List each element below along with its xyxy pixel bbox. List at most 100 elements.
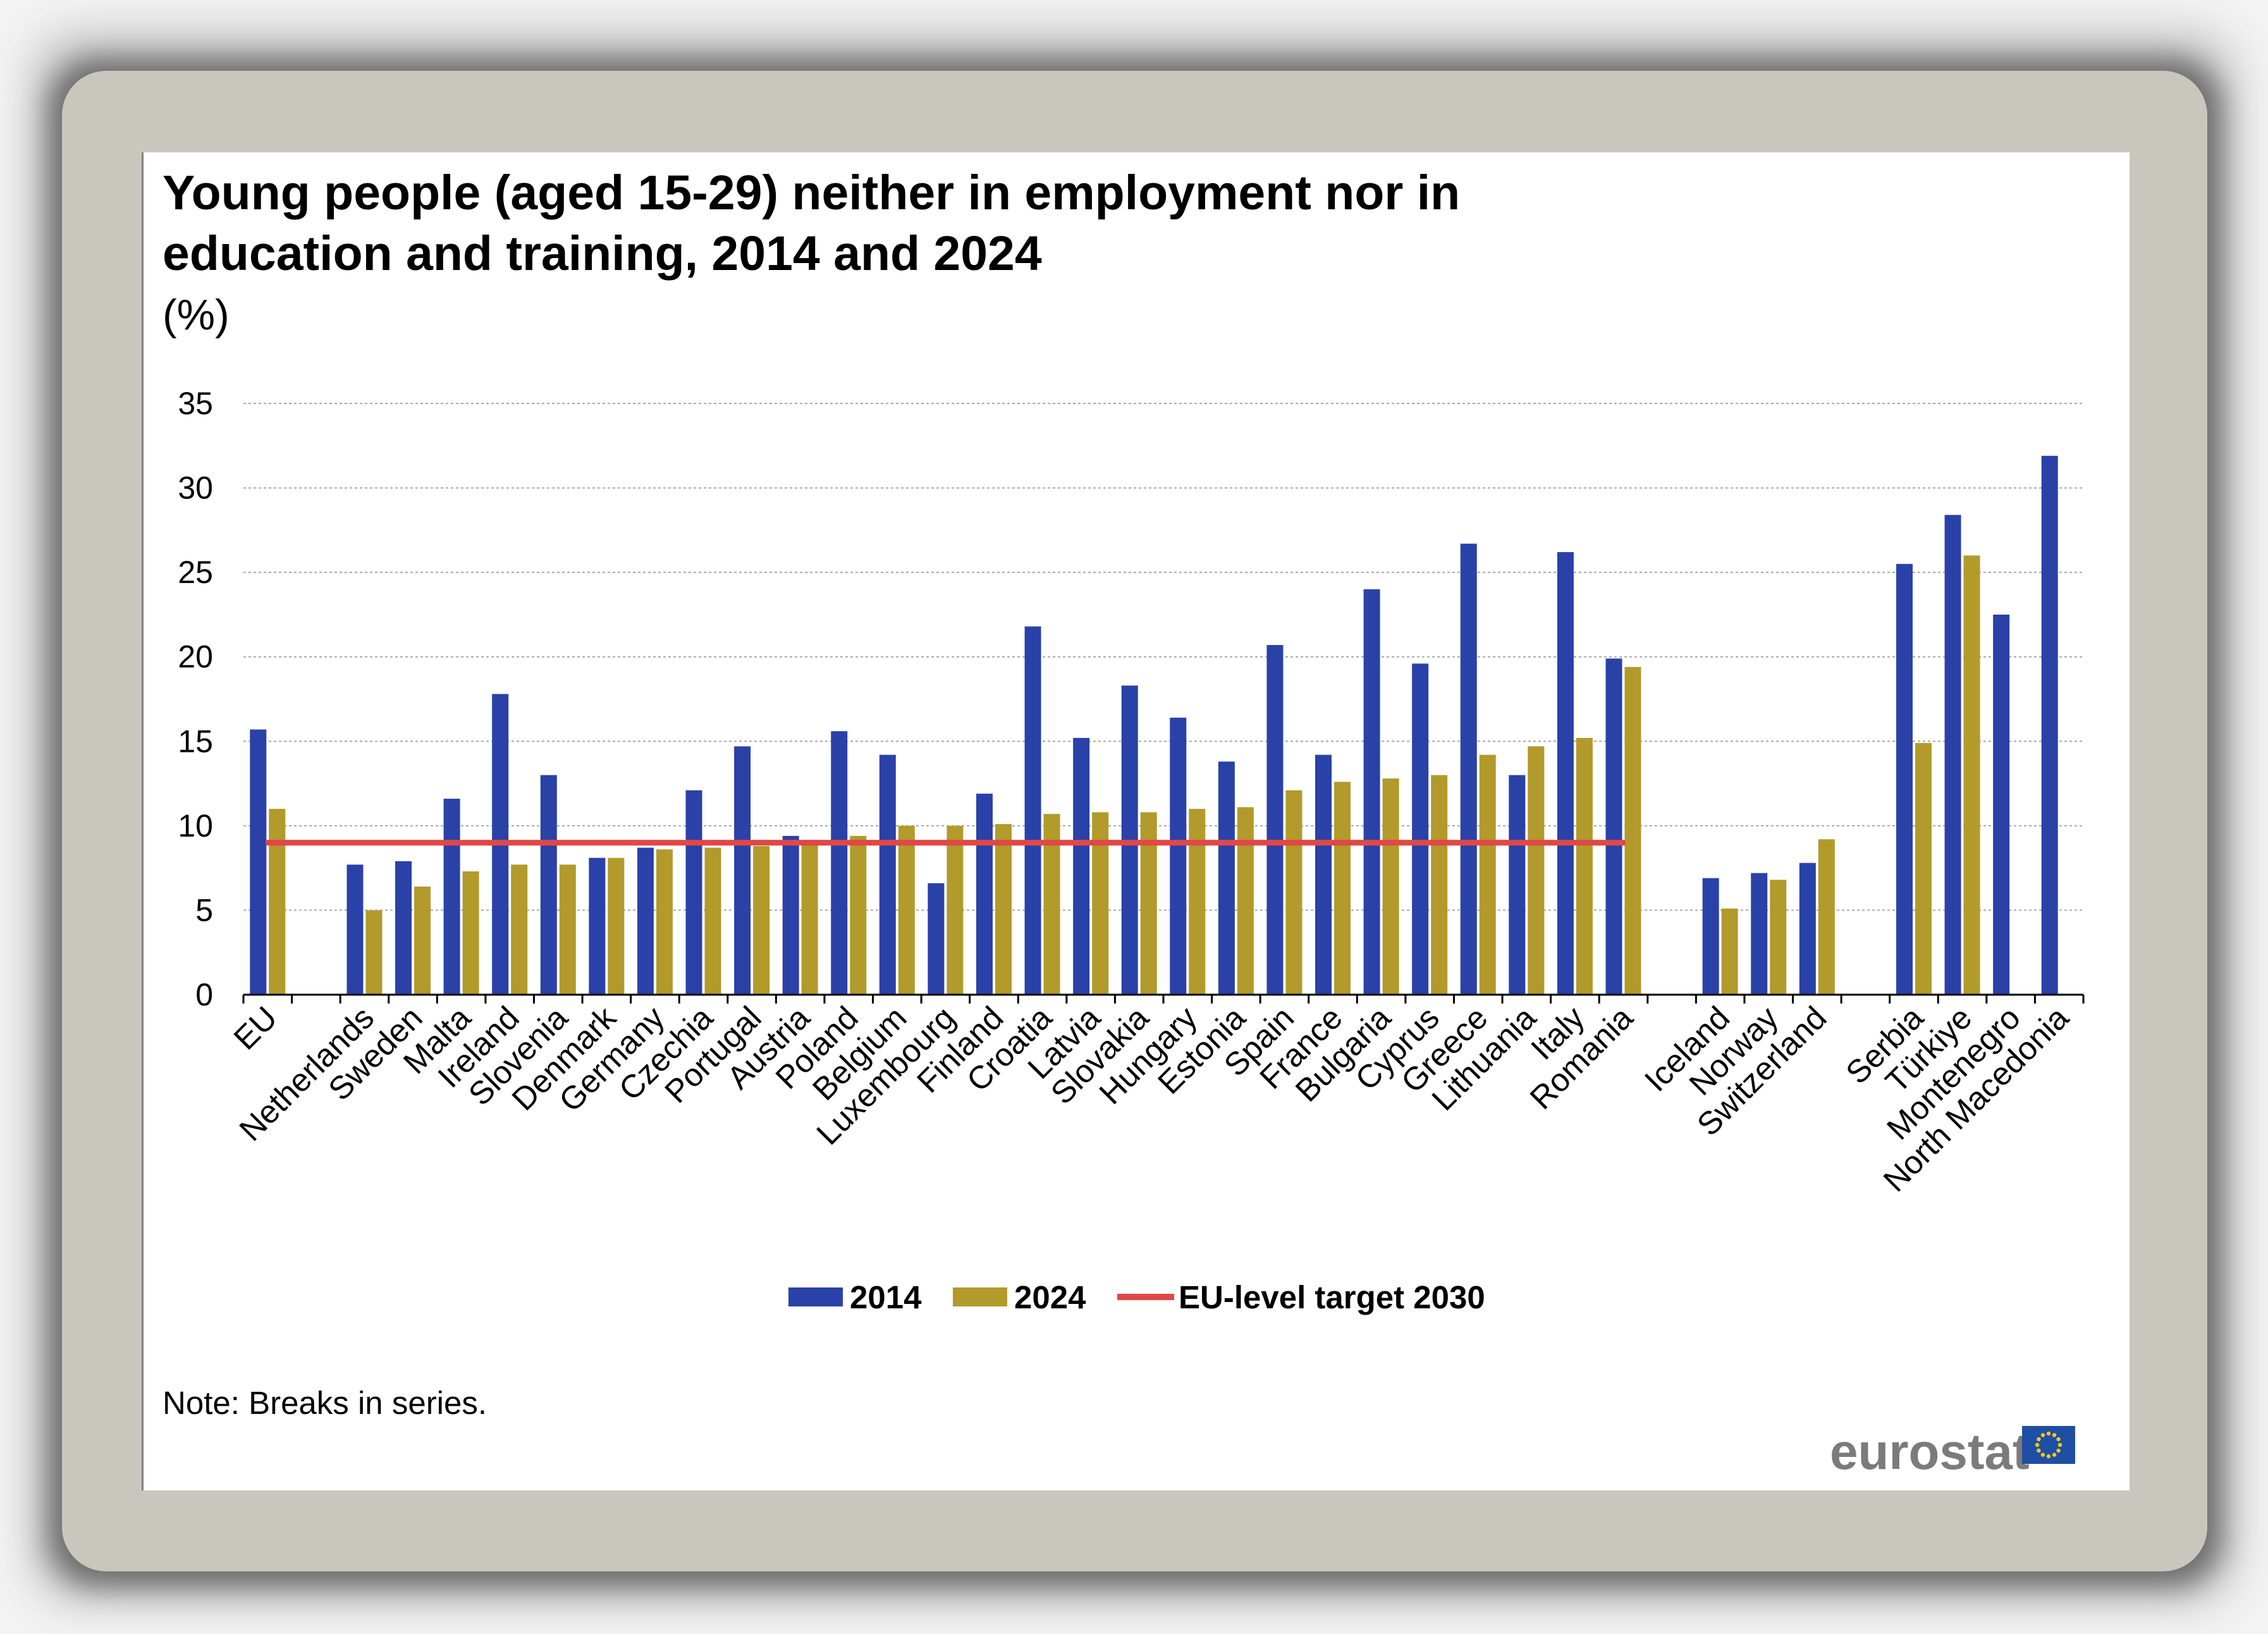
chart: Young people (aged 15-29) neither in emp…	[162, 166, 2085, 1480]
bar-2024-cyprus	[1431, 775, 1448, 995]
y-tick-25: 25	[178, 555, 213, 590]
legend: 2014 2024 EU-level target 2030	[788, 1279, 1485, 1315]
bar-2014-bulgaria	[1363, 589, 1380, 995]
bar-2014-netherlands	[346, 864, 364, 995]
chart-card: Young people (aged 15-29) neither in emp…	[142, 152, 2130, 1490]
eu-star	[2056, 1448, 2061, 1453]
bar-2014-north-macedonia	[2041, 455, 2058, 995]
y-tick-0: 0	[195, 977, 213, 1012]
bar-2024-italy	[1576, 737, 1593, 995]
y-axis-tick-labels: 0 5 10 15 20 25 30 35	[178, 386, 213, 1012]
bar-2024-romania	[1624, 666, 1641, 995]
eu-flag-stars	[2035, 1431, 2063, 1459]
eu-star	[2037, 1448, 2041, 1453]
legend-swatch-2014	[788, 1287, 843, 1306]
bar-2024-portugal	[753, 845, 770, 995]
bar-2014-norway	[1751, 873, 1768, 995]
bar-2014-romania	[1605, 658, 1622, 995]
x-label-eu: EU	[227, 999, 284, 1056]
bar-2024-netherlands	[365, 910, 383, 995]
bar-2014-iceland	[1702, 878, 1719, 995]
y-tick-15: 15	[178, 723, 213, 759]
bar-2014-italy	[1557, 552, 1574, 995]
bar-2014-luxembourg	[928, 883, 945, 995]
bar-2024-slovenia	[559, 864, 576, 995]
chart-note: Note: Breaks in series.	[162, 1385, 487, 1421]
legend-swatch-2024	[953, 1287, 1007, 1306]
eu-star	[2046, 1431, 2051, 1436]
bar-2024-lithuania	[1528, 746, 1545, 995]
eu-star	[2046, 1454, 2051, 1459]
bar-2024-belgium	[898, 825, 915, 995]
bar-2014-spain	[1266, 645, 1284, 995]
y-tick-30: 30	[178, 470, 213, 506]
bar-2024-latvia	[1092, 812, 1109, 995]
bar-2024-finland	[995, 824, 1012, 995]
chart-title-line-2: education and training, 2014 and 2024	[162, 226, 1042, 281]
bar-2024-hungary	[1189, 809, 1206, 995]
bar-2014-serbia	[1896, 563, 1913, 995]
legend-label-2024: 2024	[1014, 1279, 1086, 1315]
bar-2024-iceland	[1721, 908, 1738, 995]
bar-2024-spain	[1285, 790, 1303, 995]
bar-2014-finland	[976, 794, 993, 995]
bar-2024-poland	[850, 835, 867, 995]
bar-2014-estonia	[1218, 761, 1235, 995]
chart-title-line-1: Young people (aged 15-29) neither in emp…	[162, 166, 1460, 220]
bar-2024-norway	[1770, 880, 1787, 995]
eurostat-logo: eurostat	[1830, 1423, 2075, 1480]
eu-star	[2040, 1433, 2045, 1437]
bar-2024-sweden	[414, 887, 431, 995]
x-axis-tick-labels: EUNetherlandsSwedenMaltaIrelandSloveniaD…	[227, 999, 2076, 1198]
bar-2014-belgium	[879, 754, 896, 995]
bar-2024-luxembourg	[947, 825, 964, 995]
bar-2014-france	[1315, 754, 1332, 995]
eurostat-logo-text: eurostat	[1830, 1423, 2030, 1480]
bar-2014-greece	[1460, 543, 1477, 995]
y-tick-20: 20	[178, 639, 213, 675]
bar-2014-turkiye	[1944, 515, 1961, 995]
bar-2014-denmark	[589, 857, 606, 995]
eu-star	[2057, 1442, 2063, 1447]
gridlines	[243, 403, 2083, 911]
bar-2024-ireland	[511, 864, 528, 995]
bar-2014-montenegro	[1993, 614, 2010, 995]
bar-2014-eu	[250, 729, 267, 995]
y-tick-5: 5	[195, 892, 213, 928]
bar-2014-czechia	[685, 790, 702, 995]
bar-2024-serbia	[1915, 742, 1932, 995]
bar-2014-poland	[831, 731, 848, 995]
bar-2014-portugal	[734, 746, 751, 995]
bars	[250, 455, 2058, 995]
bar-2014-lithuania	[1509, 775, 1526, 995]
bar-2014-sweden	[395, 861, 412, 995]
x-axis	[242, 993, 2085, 1004]
bar-2014-germany	[637, 847, 654, 995]
bar-2024-slovakia	[1140, 812, 1157, 995]
chart-unit-label: (%)	[162, 291, 230, 339]
bar-2024-france	[1334, 782, 1351, 995]
eu-star	[2040, 1453, 2045, 1457]
y-tick-35: 35	[178, 386, 213, 421]
bar-2024-malta	[462, 871, 479, 995]
bar-2014-hungary	[1170, 717, 1187, 995]
bar-2024-denmark	[608, 857, 625, 995]
y-tick-10: 10	[178, 808, 213, 844]
bar-2024-greece	[1479, 754, 1496, 995]
eu-star	[2052, 1453, 2057, 1457]
eu-star	[2056, 1437, 2061, 1442]
bar-2014-cyprus	[1412, 663, 1429, 995]
bar-2024-eu	[269, 809, 286, 995]
legend-label-2014: 2014	[850, 1279, 922, 1315]
bar-2014-malta	[443, 799, 460, 995]
bar-2014-latvia	[1073, 737, 1090, 995]
bar-2024-switzerland	[1818, 839, 1835, 995]
eu-star	[2052, 1433, 2057, 1437]
bar-2024-bulgaria	[1382, 778, 1399, 995]
bar-2014-austria	[782, 835, 799, 995]
bar-2024-czechia	[704, 847, 721, 995]
legend-label-target: EU-level target 2030	[1179, 1279, 1485, 1315]
eu-star	[2035, 1442, 2040, 1447]
bar-2024-estonia	[1237, 807, 1254, 995]
bar-2014-croatia	[1024, 626, 1041, 995]
